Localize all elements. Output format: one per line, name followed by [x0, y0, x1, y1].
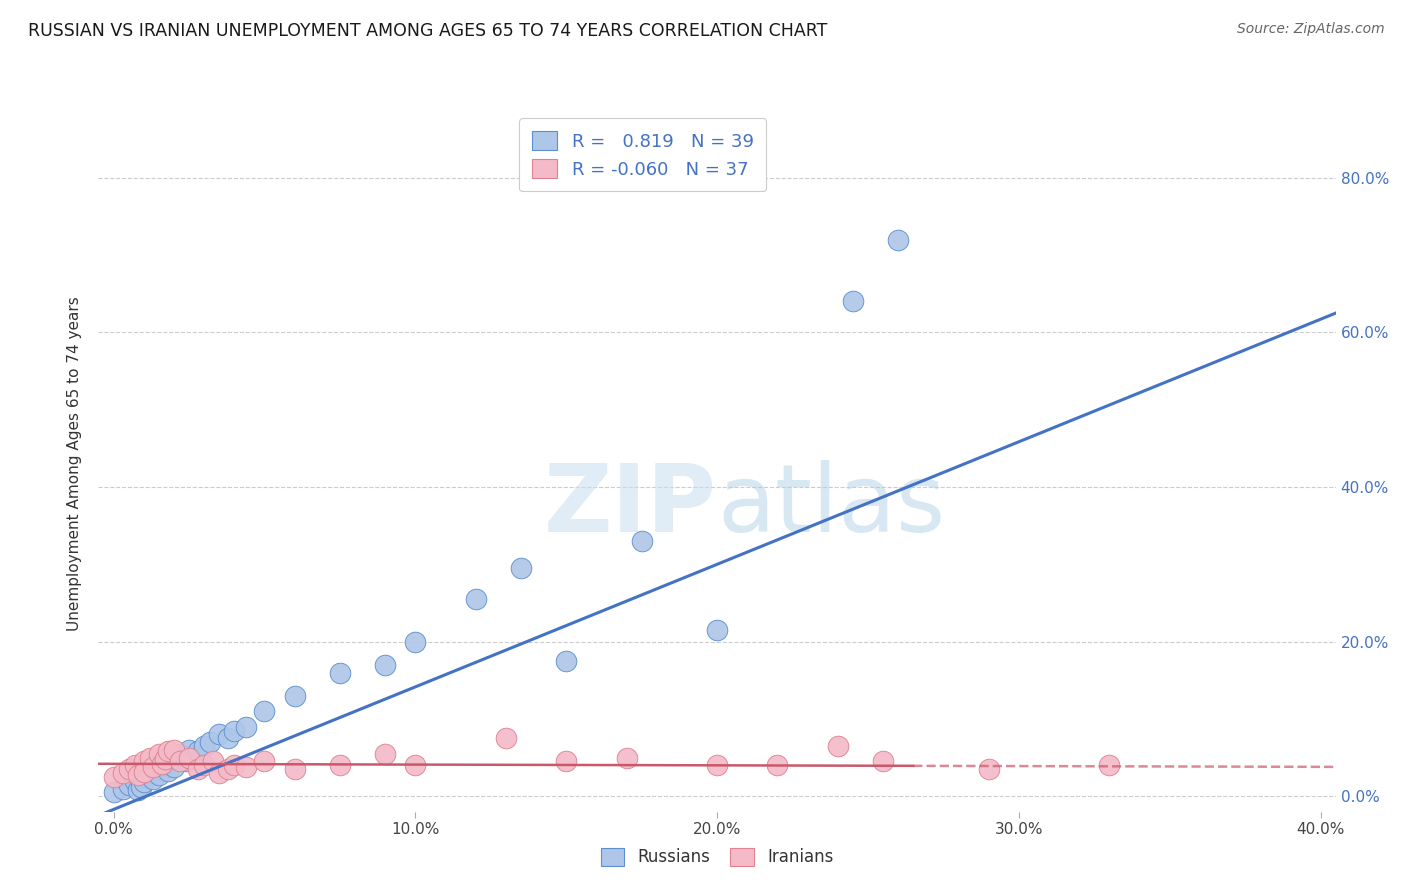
Point [766, 758, 789, 772]
Point [163, 760, 186, 774]
Point [224, 723, 246, 738]
Point [124, 773, 146, 788]
Point [148, 767, 170, 781]
Point [253, 755, 276, 769]
Point [284, 689, 307, 703]
Point [202, 755, 225, 769]
Point [842, 294, 865, 309]
Point [156, 764, 179, 778]
Point [169, 755, 191, 769]
Point [132, 764, 155, 779]
Point [138, 750, 160, 764]
Point [117, 762, 139, 776]
Text: Source: ZipAtlas.com: Source: ZipAtlas.com [1237, 22, 1385, 37]
Point [177, 750, 200, 764]
Point [329, 665, 352, 680]
Text: RUSSIAN VS IRANIAN UNEMPLOYMENT AMONG AGES 65 TO 74 YEARS CORRELATION CHART: RUSSIAN VS IRANIAN UNEMPLOYMENT AMONG AG… [28, 22, 828, 40]
Point [138, 766, 160, 780]
Legend: Russians, Iranians: Russians, Iranians [595, 841, 839, 873]
Point [187, 744, 209, 758]
Text: atlas: atlas [717, 459, 945, 551]
Point [706, 758, 728, 772]
Point [103, 770, 125, 784]
Point [181, 750, 204, 764]
Point [555, 755, 578, 769]
Point [208, 727, 231, 741]
Point [404, 634, 426, 648]
Point [827, 739, 849, 753]
Point [127, 767, 149, 781]
Point [132, 755, 155, 769]
Point [163, 743, 186, 757]
Point [224, 758, 246, 772]
Point [198, 735, 221, 749]
Point [148, 747, 170, 761]
Point [111, 766, 134, 780]
Point [156, 744, 179, 758]
Point [103, 785, 125, 799]
Point [142, 772, 165, 787]
Point [132, 770, 155, 784]
Point [132, 775, 155, 789]
Point [616, 750, 638, 764]
Point [235, 760, 257, 774]
Point [117, 778, 139, 792]
Point [495, 731, 517, 746]
Point [150, 758, 173, 772]
Point [174, 755, 197, 769]
Point [329, 758, 352, 772]
Point [208, 766, 231, 780]
Point [163, 752, 186, 766]
Point [555, 654, 578, 668]
Point [217, 731, 239, 746]
Point [193, 758, 215, 772]
Point [142, 760, 165, 774]
Point [630, 534, 652, 549]
Point [253, 704, 276, 718]
Point [509, 561, 531, 575]
Point [177, 743, 200, 757]
Point [872, 755, 894, 769]
Text: ZIP: ZIP [544, 459, 717, 551]
Point [124, 758, 146, 772]
Point [1098, 758, 1121, 772]
Point [217, 762, 239, 776]
Point [404, 758, 426, 772]
Point [706, 623, 728, 637]
Point [887, 233, 910, 247]
Point [977, 762, 1000, 776]
Point [127, 783, 149, 797]
Point [153, 752, 176, 766]
Point [111, 781, 134, 796]
Point [193, 739, 215, 753]
Point [148, 762, 170, 776]
Point [169, 747, 191, 761]
Point [284, 762, 307, 776]
Point [464, 592, 486, 607]
Point [187, 762, 209, 776]
Y-axis label: Unemployment Among Ages 65 to 74 years: Unemployment Among Ages 65 to 74 years [67, 296, 83, 632]
Point [150, 756, 173, 771]
Point [129, 780, 152, 794]
Point [374, 747, 396, 761]
Point [235, 720, 257, 734]
Point [374, 657, 396, 672]
